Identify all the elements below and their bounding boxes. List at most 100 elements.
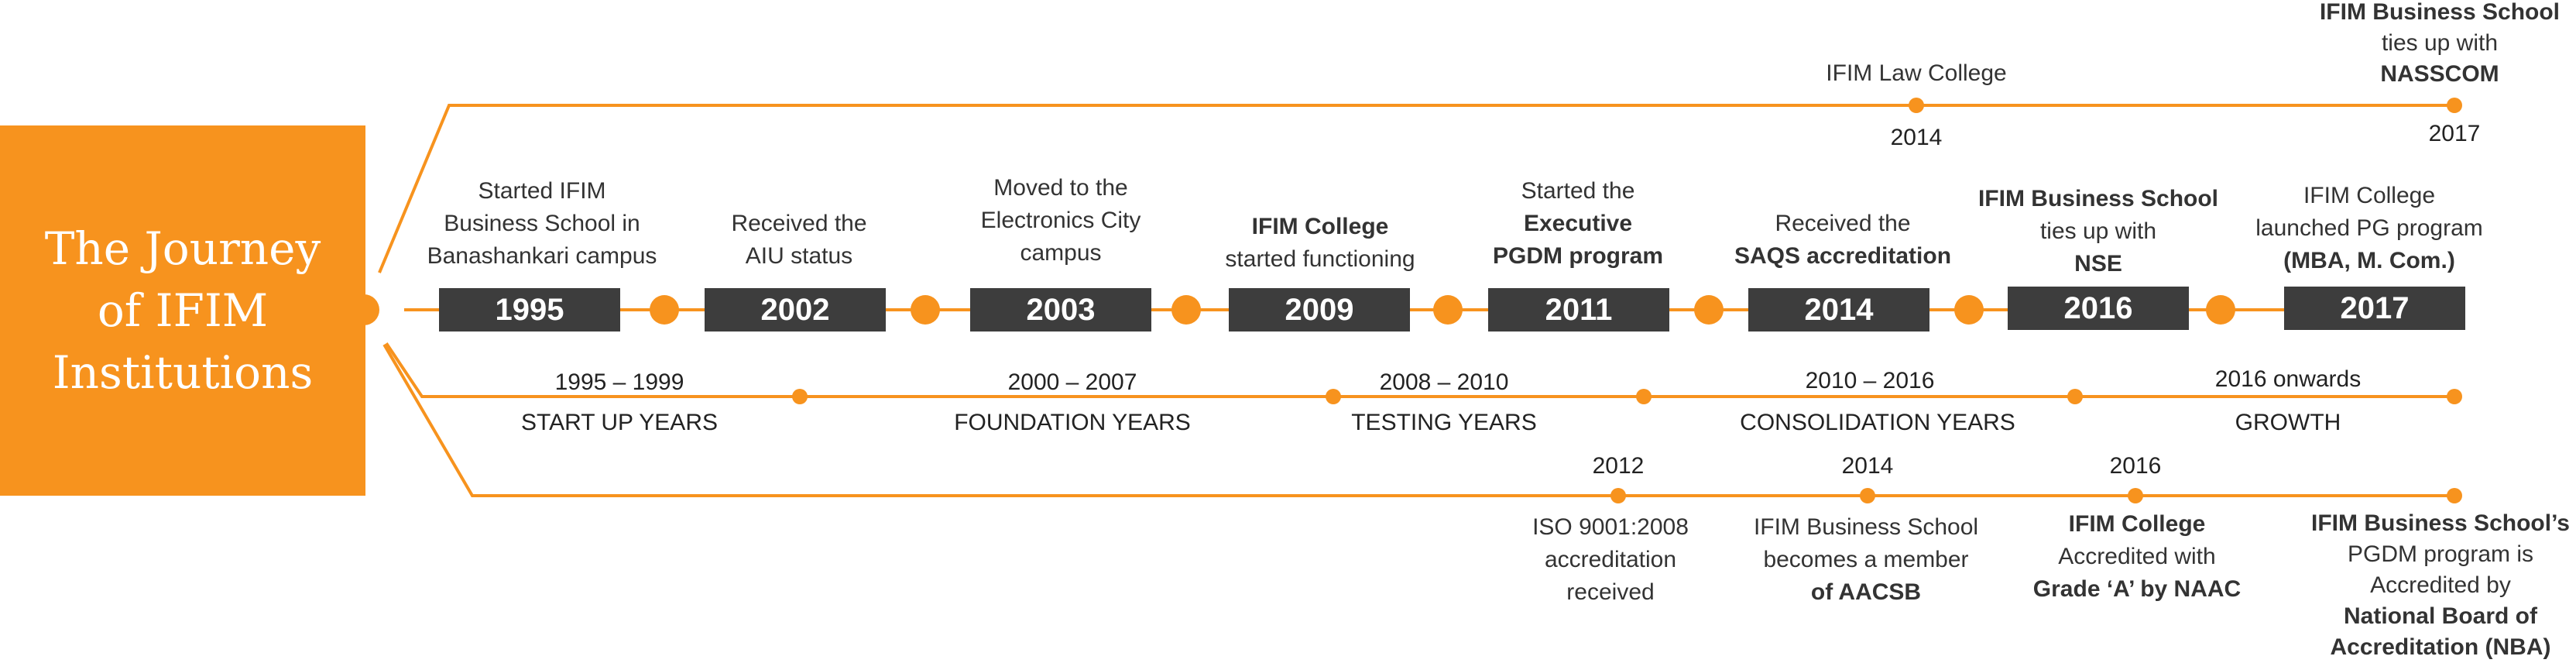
- main-event-label: Started IFIM Business School in Banashan…: [410, 175, 674, 273]
- bottom-event-line: ISO 9001:2008: [1532, 514, 1689, 540]
- main-dot: [1954, 295, 1984, 325]
- top-event-line: ties up with: [2381, 30, 2499, 56]
- top-event-text: IFIM Law College: [1826, 60, 2007, 86]
- phase-dot: [1326, 389, 1341, 404]
- top-event-line: NASSCOM: [2380, 61, 2499, 87]
- phase-dot: [2447, 389, 2462, 404]
- bottom-event-year: 2016: [2109, 453, 2162, 479]
- main-event-line: started functioning: [1225, 246, 1415, 272]
- phase-range: 2016 onwards: [2214, 366, 2362, 392]
- main-event-line: Electronics City: [980, 208, 1141, 233]
- phase-range: 1995 – 1999: [554, 369, 684, 395]
- phase-name: GROWTH: [2235, 410, 2341, 435]
- bottom-event-year: 2012: [1592, 453, 1645, 479]
- main-dot: [911, 295, 940, 325]
- main-event-line: ties up with: [2039, 218, 2157, 244]
- bottom-event-line: of AACSB: [1810, 579, 1922, 605]
- bottom-event-line: IFIM Business School: [1753, 514, 1979, 540]
- year-box: 2002: [705, 288, 886, 332]
- page-title-text: The Journey of IFIM Institutions: [44, 222, 321, 399]
- main-event-label: Moved to the Electronics City campus: [933, 172, 1189, 270]
- bottom-event-line: National Board of: [2343, 603, 2537, 629]
- bottom-event-line: Grade ‘A’ by NAAC: [2032, 576, 2242, 602]
- main-dot: [650, 295, 679, 325]
- bottom-dot: [2447, 488, 2462, 503]
- main-event-line: IFIM College: [2303, 183, 2436, 208]
- phase-range: 2000 – 2007: [1007, 369, 1137, 395]
- bottom-event-line: IFIM College: [2068, 511, 2206, 537]
- phase-range: 2010 – 2016: [1805, 368, 1935, 393]
- top-event-label: IFIM Business School ties up with NASSCO…: [2303, 0, 2576, 90]
- bottom-dot: [2128, 488, 2143, 503]
- top-event-year: 2014: [1890, 125, 1943, 150]
- phase-name: CONSOLIDATION YEARS: [1740, 410, 2015, 435]
- main-event-line: SAQS accreditation: [1734, 243, 1952, 269]
- year-box: 2016: [2008, 287, 2189, 330]
- bottom-event-label: IFIM Business School becomes a member of…: [1730, 511, 2001, 609]
- phase-name: TESTING YEARS: [1351, 410, 1537, 435]
- main-event-line: Started IFIM: [478, 178, 606, 204]
- top-event-year: 2017: [2428, 121, 2481, 146]
- phase-dot: [2067, 389, 2083, 404]
- bottom-event-label: IFIM College Accredited with Grade ‘A’ b…: [2009, 508, 2265, 606]
- bottom-event-year: 2014: [1841, 453, 1894, 479]
- year-box: 2003: [970, 288, 1151, 332]
- top-dot: [1909, 98, 1924, 113]
- main-event-label: IFIM Business School ties up with NSE: [1963, 183, 2234, 280]
- bottom-event-line: Accreditation (NBA): [2330, 634, 2551, 660]
- main-event-line: Banashankari campus: [427, 243, 657, 269]
- main-event-line: AIU status: [745, 243, 853, 269]
- main-event-line: IFIM Business School: [1977, 186, 2219, 211]
- phase-dot: [1636, 389, 1652, 404]
- main-dot: [1433, 295, 1463, 325]
- bottom-event-label: IFIM Business School’s PGDM program is A…: [2305, 508, 2576, 663]
- main-event-line: NSE: [2074, 251, 2122, 277]
- main-event-line: Received the: [1775, 211, 1911, 236]
- main-dot: [2206, 295, 2235, 325]
- main-event-line: IFIM College: [1251, 214, 1389, 239]
- main-event-line: PGDM program: [1492, 243, 1664, 269]
- main-event-label: Received the SAQS accreditation: [1711, 208, 1974, 273]
- bottom-event-label: ISO 9001:2008 accreditation received: [1487, 511, 1734, 609]
- year-box: 1995: [439, 288, 620, 332]
- year-box: 2014: [1748, 288, 1929, 332]
- main-event-label: Started the Executive PGDM program: [1454, 175, 1702, 273]
- bottom-event-line: IFIM Business School’s: [2311, 510, 2570, 536]
- main-event-label: IFIM College started functioning: [1192, 211, 1448, 276]
- phase-range: 2008 – 2010: [1379, 369, 1509, 395]
- phase-dot: [792, 389, 808, 404]
- main-event-line: Executive: [1523, 211, 1633, 236]
- phase-name: START UP YEARS: [521, 410, 718, 435]
- main-event-line: (MBA, M. Com.): [2283, 248, 2455, 273]
- year-box: 2009: [1229, 288, 1410, 332]
- main-event-line: Business School in: [444, 211, 640, 236]
- main-event-line: Moved to the: [993, 175, 1128, 201]
- bottom-event-line: becomes a member: [1763, 547, 1969, 572]
- bottom-dot: [1610, 488, 1626, 503]
- main-dot: [1171, 295, 1201, 325]
- phase-name: FOUNDATION YEARS: [954, 410, 1191, 435]
- bottom-event-line: received: [1566, 579, 1655, 605]
- bottom-event-line: Accredited with: [2058, 544, 2216, 569]
- main-dot: [1694, 295, 1724, 325]
- top-branch-line: [362, 104, 2454, 311]
- year-box: 2011: [1488, 288, 1669, 332]
- bottom-event-line: Accredited by: [2370, 572, 2511, 598]
- bottom-event-line: PGDM program is: [2347, 541, 2534, 567]
- year-box: 2017: [2284, 287, 2465, 330]
- bottom-event-line: accreditation: [1544, 547, 1677, 572]
- page-title: The Journey of IFIM Institutions: [0, 125, 365, 496]
- main-event-line: launched PG program: [2255, 215, 2483, 241]
- main-event-line: Received the: [731, 211, 867, 236]
- main-event-label: IFIM College launched PG program (MBA, M…: [2234, 180, 2505, 277]
- main-event-line: campus: [1020, 240, 1102, 266]
- main-event-line: Started the: [1521, 178, 1635, 204]
- bottom-branch-line: [362, 308, 2454, 497]
- main-event-label: Received the AIU status: [675, 208, 923, 273]
- top-event-line: IFIM Business School: [2319, 0, 2561, 25]
- top-dot: [2447, 98, 2462, 113]
- top-event-label: IFIM Law College: [1785, 57, 2048, 90]
- title-box: [0, 125, 365, 496]
- bottom-dot: [1860, 488, 1875, 503]
